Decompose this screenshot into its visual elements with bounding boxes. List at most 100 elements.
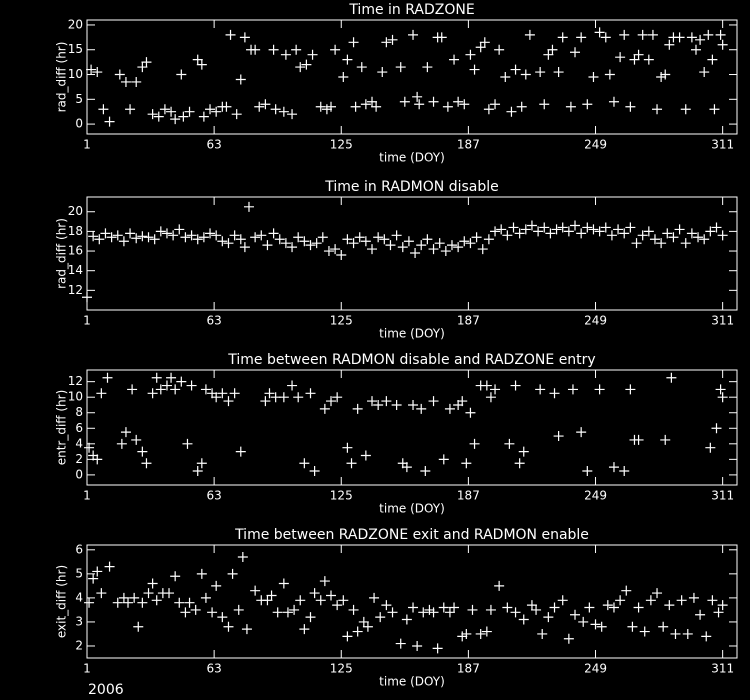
data-point [342, 631, 353, 642]
data-point [174, 597, 185, 608]
data-point [518, 446, 529, 457]
data-point [287, 242, 298, 253]
data-point [354, 232, 365, 243]
data-point [516, 101, 527, 112]
data-point [86, 64, 97, 75]
data-point [289, 604, 300, 615]
data-point [619, 228, 630, 239]
data-point [643, 54, 654, 65]
data-point [387, 607, 398, 618]
data-point [180, 607, 191, 618]
x-axis-label: time (DOY) [379, 151, 445, 165]
data-point [401, 614, 412, 625]
x-tick-label: 125 [330, 314, 353, 328]
data-point [469, 438, 480, 449]
data-point [123, 597, 134, 608]
data-point [338, 595, 349, 606]
data-point [367, 96, 378, 107]
data-point [686, 228, 697, 239]
data-point [104, 116, 115, 127]
data-point [250, 44, 261, 55]
y-tick-label: 10 [68, 390, 83, 404]
y-tick-label: 12 [68, 374, 83, 388]
data-point [615, 52, 626, 63]
x-tick-label: 249 [584, 662, 607, 676]
data-point [155, 226, 166, 237]
x-tick-label: 249 [584, 138, 607, 152]
data-point [625, 222, 636, 233]
data-point [186, 380, 197, 391]
data-point [442, 101, 453, 112]
data-point [360, 236, 371, 247]
data-point [332, 392, 343, 403]
data-point [428, 244, 439, 255]
data-point [391, 230, 402, 241]
data-point [92, 67, 103, 78]
data-point [141, 458, 152, 469]
data-point [362, 621, 373, 632]
y-tick-label: 16 [68, 244, 83, 258]
data-point [235, 446, 246, 457]
data-point [608, 602, 619, 613]
data-point [461, 458, 472, 469]
data-point [270, 104, 281, 115]
data-point [260, 396, 271, 407]
data-point [680, 104, 691, 115]
data-point [184, 597, 195, 608]
data-point [553, 431, 564, 442]
data-point [715, 384, 726, 395]
data-point [707, 54, 718, 65]
data-point [570, 609, 581, 620]
data-point [699, 234, 710, 245]
data-point [129, 592, 140, 603]
data-point [147, 388, 158, 399]
data-point [338, 72, 349, 82]
plot-frame [86, 19, 738, 135]
data-point [243, 201, 254, 212]
data-point [346, 458, 357, 469]
data-point [326, 101, 337, 112]
data-point [266, 590, 277, 601]
data-point [485, 604, 496, 615]
data-point [553, 67, 564, 78]
data-point [660, 69, 671, 80]
y-tick-label: 18 [68, 224, 83, 238]
data-point [180, 232, 191, 243]
data-point [590, 619, 601, 630]
data-point [268, 228, 279, 239]
data-point [600, 32, 611, 43]
data-point [112, 230, 123, 241]
data-point [367, 244, 378, 255]
data-point [387, 34, 398, 45]
data-point [170, 114, 181, 125]
panel-title: Time in RADMON disable [324, 179, 499, 195]
y-tick-label: 8 [75, 405, 83, 419]
data-point [217, 236, 228, 247]
data-point [477, 244, 488, 255]
x-tick-label: 1 [83, 489, 91, 503]
data-point [549, 388, 560, 399]
data-point [192, 466, 203, 477]
x-tick-label: 125 [330, 489, 353, 503]
y-axis-label: rad_diff (hr) [55, 218, 69, 289]
data-point [352, 403, 363, 414]
data-point [705, 226, 716, 237]
y-tick-label: 3 [75, 614, 83, 628]
data-point [594, 226, 605, 237]
data-point [602, 600, 613, 611]
data-point [116, 438, 127, 449]
data-point [98, 104, 109, 115]
data-point [428, 396, 439, 407]
data-point [348, 604, 359, 615]
data-point [619, 466, 630, 477]
data-point [629, 54, 640, 65]
data-point [453, 96, 464, 107]
data-point [418, 607, 429, 618]
data-point [221, 101, 232, 112]
data-point [151, 372, 162, 383]
data-point [278, 106, 289, 117]
data-point [557, 32, 568, 43]
plot-frame [86, 369, 738, 486]
data-point [633, 49, 644, 60]
data-point [315, 101, 326, 112]
